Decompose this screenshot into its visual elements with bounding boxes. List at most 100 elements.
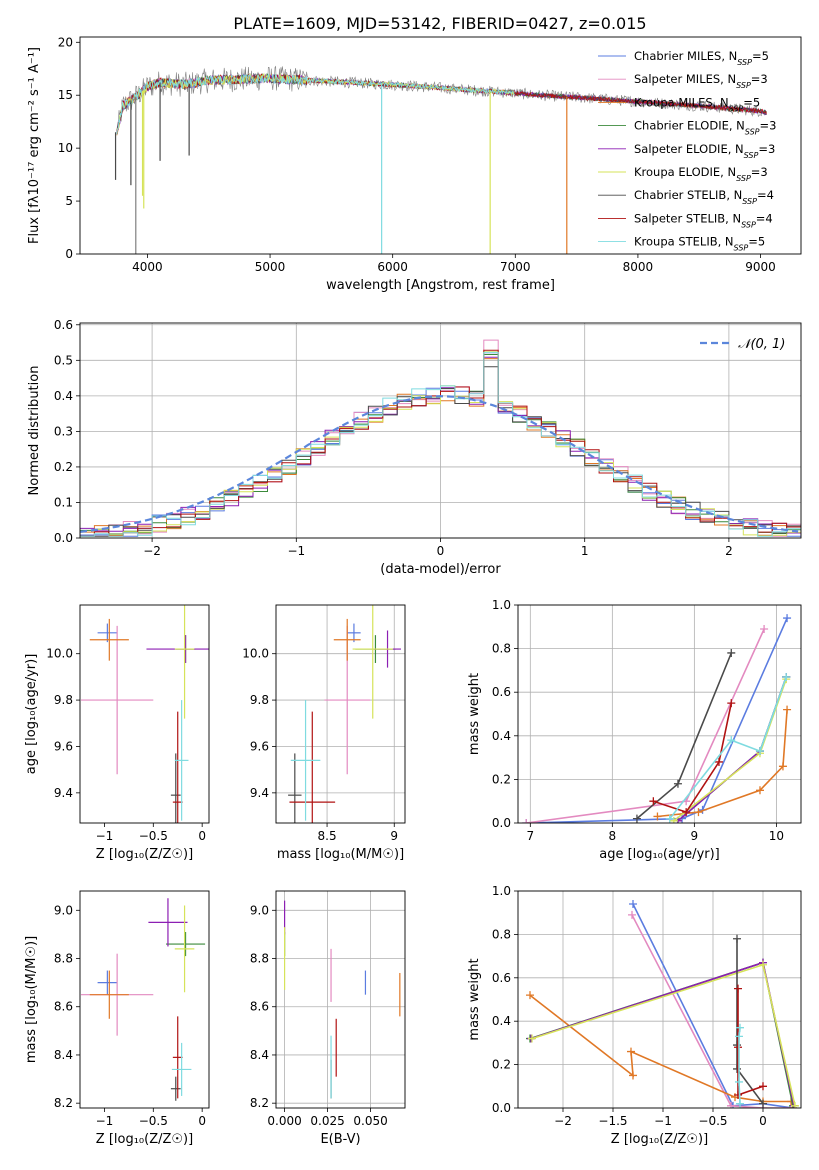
data-marker — [528, 1034, 536, 1043]
data-marker — [734, 1043, 742, 1052]
x-axis-label: Z [log₁₀(Z/Z☉)] — [611, 1132, 708, 1147]
data-marker — [755, 747, 764, 756]
x-tick-label: −1 — [287, 544, 305, 558]
y-axis-label: mass [log₁₀(M/M☉)] — [24, 936, 39, 1063]
y-tick-label: 8.4 — [54, 1048, 73, 1062]
data-marker — [694, 808, 703, 817]
y-tick-label: 0.8 — [492, 927, 511, 941]
axes-frame — [517, 890, 802, 1109]
y-tick-label: 8.4 — [250, 1048, 269, 1062]
y-tick-label: 9.8 — [250, 693, 269, 707]
legend: 𝒩(0, 1) — [700, 337, 785, 352]
x-axis-label: E(B-V) — [320, 1132, 360, 1147]
x-tick-label: 1 — [581, 544, 589, 558]
y-axis-label: Flux [fλ10⁻¹⁷ erg cm⁻² s⁻¹ A⁻¹] — [27, 47, 42, 244]
legend-entry: Salpeter MILES, NSSP=3 — [634, 72, 768, 90]
x-tick-label: 8 — [609, 829, 617, 843]
data-marker — [632, 814, 641, 823]
data-marker — [735, 1077, 743, 1086]
axes-frame — [275, 890, 406, 1109]
histogram-step — [80, 366, 801, 537]
y-tick-label: 0.8 — [492, 642, 511, 656]
panel-age_vs_Z: −1 −0.5 0 9.4 9.6 9.8 10.0 Z [log₁₀(Z/Z☉)] age [… — [24, 604, 210, 862]
panel-mass_vs_Z: −1 −0.5 0 8.2 8.4 8.6 8.8 9.0 Z [log₁₀(Z/Z☉)] mas… — [24, 890, 210, 1147]
data-marker — [782, 672, 791, 681]
data-marker — [791, 1101, 799, 1108]
y-tick-label: 0.2 — [492, 772, 511, 786]
legend-entry: Chabrier STELIB, NSSP=4 — [634, 188, 774, 206]
x-tick-label: 6000 — [377, 260, 408, 274]
y-tick-label: 8.2 — [54, 1096, 73, 1110]
data-marker — [629, 1071, 637, 1080]
x-tick-label: 7 — [526, 829, 534, 843]
x-tick-label: 0 — [437, 544, 445, 558]
normal-curve — [80, 395, 799, 533]
y-tick-label: 0.5 — [54, 353, 73, 367]
x-tick-label: 9 — [390, 829, 398, 843]
x-tick-label: 5000 — [255, 260, 286, 274]
series-line — [736, 938, 764, 1105]
panel-mass_weight_vs_Z: −2 −1.5 −1 −0.5 0 0.0 0.2 0.4 0.6 0.8 1.0 Z [log₁₀(… — [467, 884, 802, 1147]
x-tick-label: 0.025 — [310, 1114, 344, 1128]
series-line — [530, 961, 795, 1106]
plot-area — [284, 900, 401, 1099]
y-tick-label: 9.8 — [54, 693, 73, 707]
series-line — [529, 961, 794, 1106]
y-tick-label: 1.0 — [492, 598, 511, 612]
series-line — [673, 678, 787, 822]
series-line — [657, 709, 788, 818]
y-axis-label: age [log₁₀(age/yr)] — [24, 654, 39, 775]
data-marker — [628, 910, 636, 919]
y-tick-label: 0.4 — [492, 729, 511, 743]
axes-frame — [79, 604, 210, 824]
y-tick-label: 0.0 — [492, 1101, 511, 1115]
data-marker — [734, 984, 742, 993]
x-tick-label: 10 — [769, 829, 784, 843]
data-marker — [736, 1023, 744, 1032]
y-tick-label: 9.6 — [250, 739, 269, 753]
y-tick-label: 9.0 — [54, 903, 73, 917]
legend-entry: Kroupa ELODIE, NSSP=3 — [634, 165, 768, 183]
axes-frame — [517, 604, 802, 824]
plot-area — [80, 339, 801, 537]
data-marker — [727, 648, 736, 657]
data-marker — [778, 762, 787, 771]
panel-mass_weight_vs_age: 7 8 9 10 0.0 0.2 0.4 0.6 0.8 1.0 age [log₁₀(age/yr… — [467, 598, 802, 862]
y-axis-label: mass weight — [467, 673, 482, 755]
axes-frame — [275, 604, 406, 824]
series-line — [669, 676, 787, 820]
panel-age_vs_mass: 8.5 9 9.4 9.6 9.8 10.0 mass [log₁₀(M/M☉)] — [242, 604, 406, 862]
x-tick-label: 8000 — [623, 260, 654, 274]
series-line — [737, 988, 764, 1097]
y-tick-label: 0.2 — [54, 460, 73, 474]
legend-entry: Salpeter ELODIE, NSSP=3 — [634, 142, 775, 160]
data-marker — [783, 614, 792, 623]
plot-area — [80, 898, 206, 1101]
y-tick-label: 1.0 — [492, 884, 511, 898]
data-marker — [759, 1082, 767, 1091]
y-tick-label: 0.6 — [492, 685, 511, 699]
figure-title: PLATE=1609, MJD=53142, FIBERID=0427, z=0… — [233, 14, 646, 33]
x-tick-label: 0.050 — [353, 1114, 387, 1128]
plot-area — [522, 614, 792, 823]
data-marker — [526, 991, 534, 1000]
y-tick-label: 9.4 — [54, 786, 73, 800]
data-marker — [736, 1099, 744, 1108]
legend-entry: Chabrier ELODIE, NSSP=3 — [634, 119, 776, 137]
x-tick-label: 0 — [198, 829, 206, 843]
x-axis-label: mass [log₁₀(M/M☉)] — [277, 847, 404, 862]
legend: Chabrier MILES, NSSP=5 Salpeter MILES, NS… — [598, 49, 776, 252]
data-marker — [682, 808, 691, 817]
y-tick-label: 15 — [58, 88, 73, 102]
histogram-step — [80, 351, 801, 537]
x-tick-label: 9000 — [745, 260, 776, 274]
data-marker — [735, 1032, 743, 1041]
y-axis-label: Normed distribution — [27, 366, 42, 496]
x-tick-label: −0.5 — [698, 1114, 727, 1128]
y-tick-label: 9.6 — [54, 739, 73, 753]
data-marker — [714, 757, 723, 766]
y-tick-label: 8.2 — [250, 1096, 269, 1110]
axes-frame — [79, 36, 802, 255]
x-tick-label: −2 — [143, 544, 161, 558]
legend-entry: Kroupa STELIB, NSSP=5 — [634, 235, 765, 253]
